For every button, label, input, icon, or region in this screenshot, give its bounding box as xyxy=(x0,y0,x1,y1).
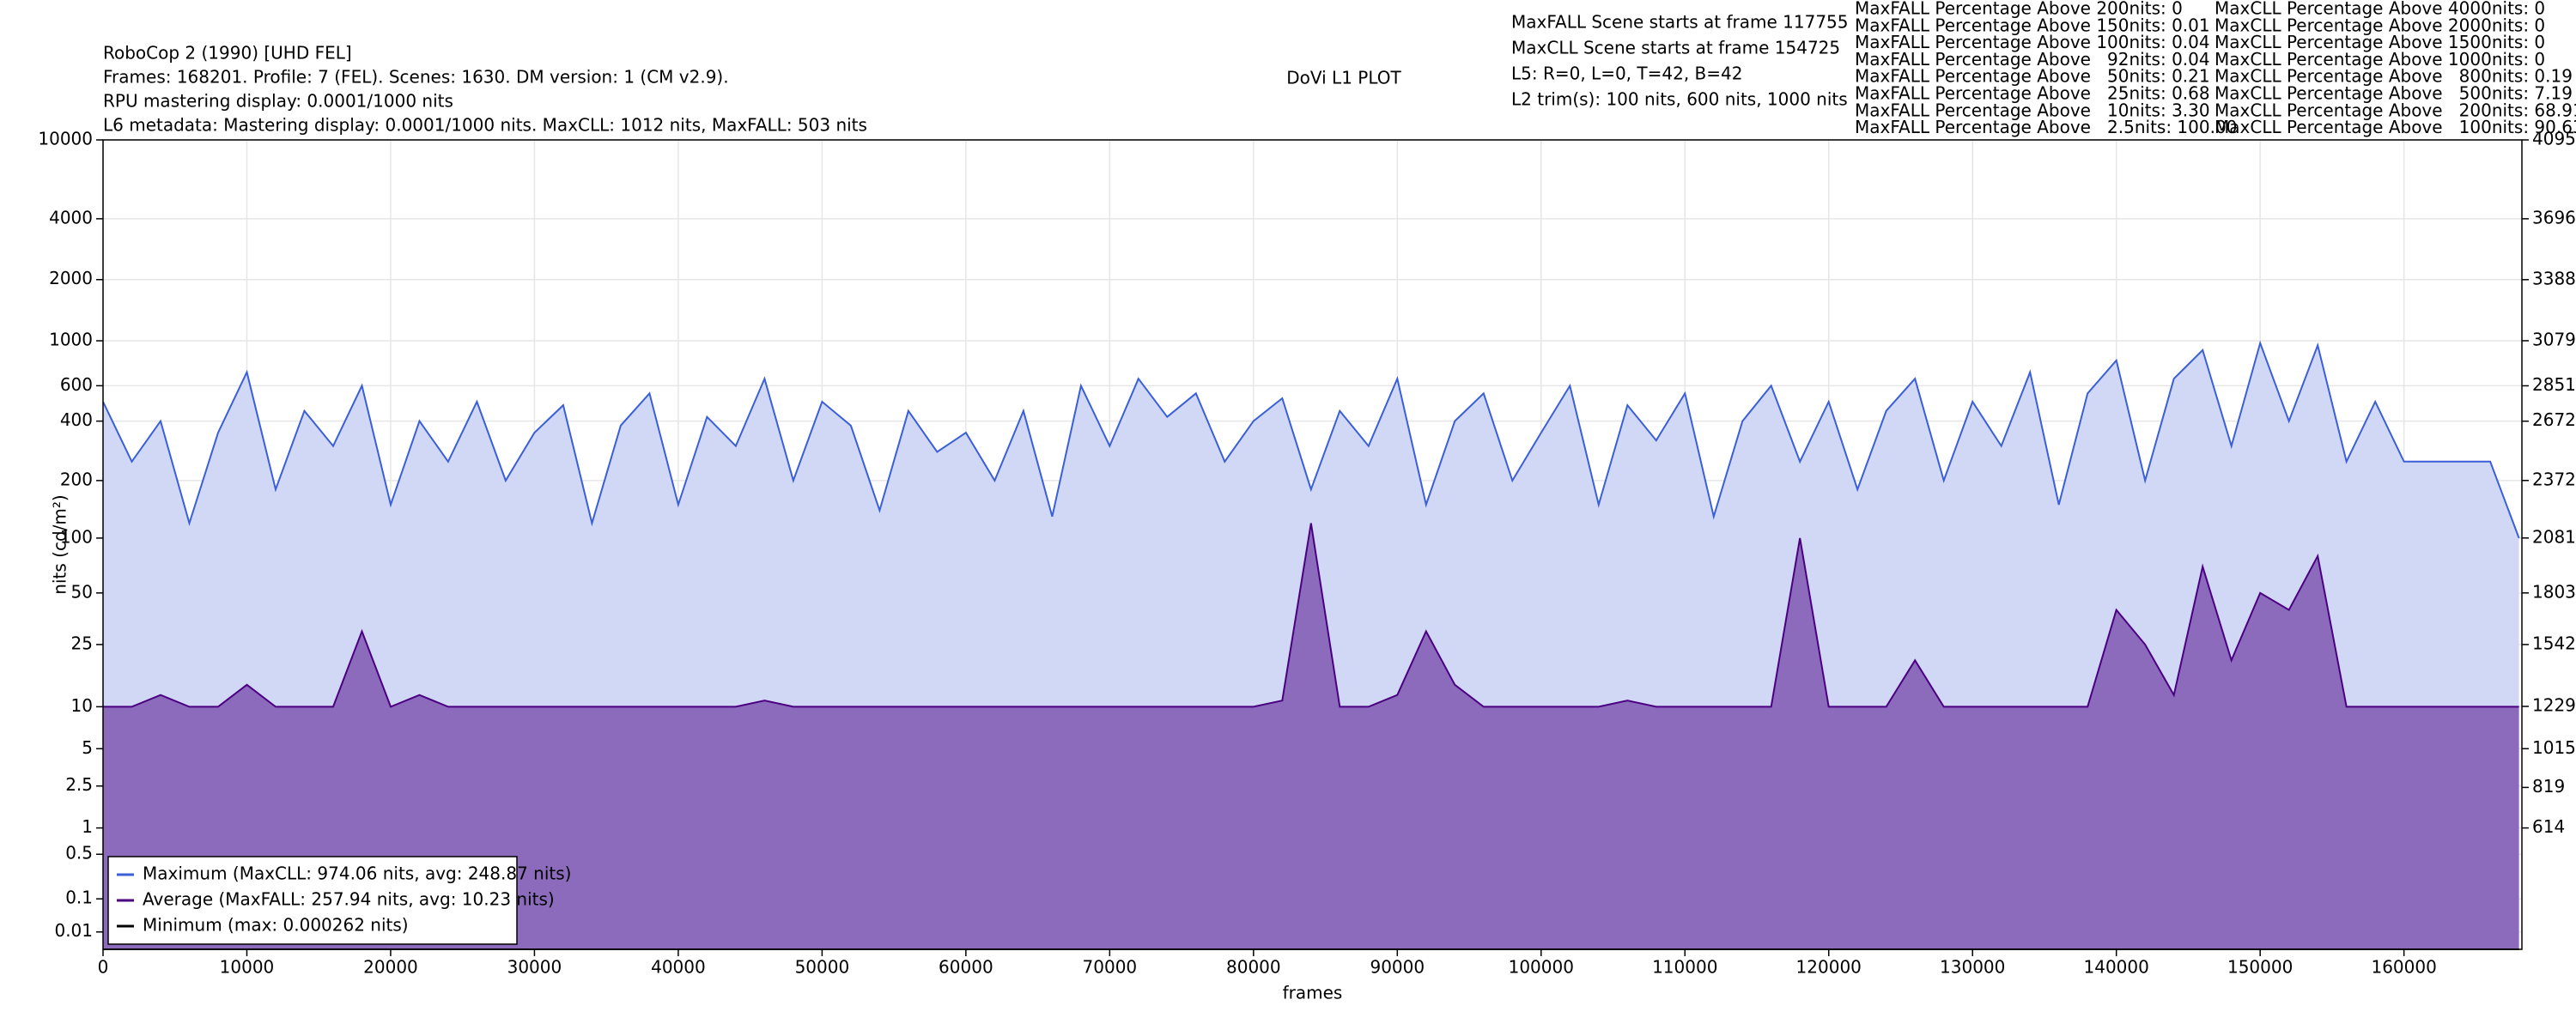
y-tick-label: 0.5 xyxy=(65,843,93,863)
y2-tick-label: 3388 xyxy=(2532,268,2576,288)
info-text: MaxCLL Scene starts at frame 154725 xyxy=(1511,38,1840,58)
y-tick-label: 200 xyxy=(60,469,93,489)
y2-tick-label: 2081 xyxy=(2532,526,2576,547)
y-tick-label: 25 xyxy=(71,633,93,653)
legend-label: Maximum (MaxCLL: 974.06 nits, avg: 248.8… xyxy=(143,863,571,884)
x-tick-label: 10000 xyxy=(220,957,275,978)
stat-text: MaxCLL Percentage Above 2000nits: 0 xyxy=(2215,15,2545,35)
x-tick-label: 90000 xyxy=(1370,957,1425,978)
x-tick-label: 60000 xyxy=(939,957,993,978)
x-tick-label: 140000 xyxy=(2084,957,2149,978)
y-tick-label: 0.1 xyxy=(65,888,93,908)
legend-box xyxy=(107,856,518,945)
plot-frame xyxy=(102,139,2523,950)
x-tick-label: 80000 xyxy=(1226,957,1281,978)
y-tick-label: 50 xyxy=(71,581,93,602)
y2-tick-label: 1229 xyxy=(2532,694,2576,715)
stat-text: MaxCLL Percentage Above 100nits: 90.63 xyxy=(2215,117,2576,137)
y-tick-label: 5 xyxy=(82,737,93,758)
y-axis-label: nits (cd/m²) xyxy=(50,494,70,594)
x-tick-label: 110000 xyxy=(1652,957,1717,978)
y2-tick-label: 2672 xyxy=(2532,409,2576,430)
y-tick-label: 10 xyxy=(71,695,93,716)
stat-text: MaxFALL Percentage Above 10nits: 3.30 xyxy=(1855,100,2210,120)
stat-text: MaxCLL Percentage Above 800nits: 0.19 xyxy=(2215,66,2573,87)
y-tick-label: 1000 xyxy=(49,330,93,350)
line xyxy=(103,523,2519,708)
stat-text: MaxCLL Percentage Above 200nits: 68.91 xyxy=(2215,100,2576,120)
y2-tick-label: 3079 xyxy=(2532,329,2576,349)
stat-text: MaxFALL Percentage Above 100nits: 0.04 xyxy=(1855,32,2210,52)
x-tick-label: 150000 xyxy=(2227,957,2293,978)
chart-title: DoVi L1 PLOT xyxy=(1286,68,1401,88)
y-tick-label: 1 xyxy=(82,816,93,837)
y2-tick-label: 614 xyxy=(2532,816,2565,837)
stat-text: MaxFALL Percentage Above 92nits: 0.04 xyxy=(1855,49,2210,70)
y-tick-label: 600 xyxy=(60,374,93,395)
stat-text: MaxFALL Percentage Above 200nits: 0 xyxy=(1855,0,2183,19)
legend-label: Minimum (max: 0.000262 nits) xyxy=(143,915,409,936)
stat-text: MaxFALL Percentage Above 2.5nits: 100.00 xyxy=(1855,117,2237,137)
x-tick-label: 20000 xyxy=(363,957,418,978)
info-text: RoboCop 2 (1990) [UHD FEL] xyxy=(103,43,352,64)
y2-tick-label: 1803 xyxy=(2532,581,2576,602)
y2-tick-label: 4095 xyxy=(2532,129,2576,149)
stat-text: MaxCLL Percentage Above 1000nits: 0 xyxy=(2215,49,2545,70)
stat-text: MaxCLL Percentage Above 4000nits: 0 xyxy=(2215,0,2545,19)
info-text: L5: R=0, L=0, T=42, B=42 xyxy=(1511,64,1742,84)
x-tick-label: 130000 xyxy=(1940,957,2005,978)
y-tick-label: 100 xyxy=(60,526,93,547)
x-axis-label: frames xyxy=(1283,983,1343,1003)
stat-text: MaxFALL Percentage Above 150nits: 0.01 xyxy=(1855,15,2210,35)
info-text: RPU mastering display: 0.0001/1000 nits xyxy=(103,91,453,112)
area xyxy=(103,523,2519,949)
x-tick-label: 100000 xyxy=(1509,957,1574,978)
stat-text: MaxFALL Percentage Above 50nits: 0.21 xyxy=(1855,66,2210,87)
info-text: L6 metadata: Mastering display: 0.0001/1… xyxy=(103,115,867,136)
y-tick-label: 10000 xyxy=(38,129,93,149)
legend-label: Average (MaxFALL: 257.94 nits, avg: 10.2… xyxy=(143,889,555,910)
stat-text: MaxFALL Percentage Above 25nits: 0.68 xyxy=(1855,83,2210,104)
info-text: MaxFALL Scene starts at frame 117755 xyxy=(1511,12,1849,33)
legend: Maximum (MaxCLL: 974.06 nits, avg: 248.8… xyxy=(107,856,571,945)
x-tick-label: 70000 xyxy=(1083,957,1138,978)
x-tick-label: 30000 xyxy=(507,957,562,978)
stat-text: MaxCLL Percentage Above 500nits: 7.19 xyxy=(2215,83,2573,104)
line xyxy=(102,340,2520,539)
y2-tick-label: 2851 xyxy=(2532,374,2576,395)
y2-tick-label: 1542 xyxy=(2532,633,2576,653)
x-tick-label: 120000 xyxy=(1796,957,1862,978)
x-tick-label: 160000 xyxy=(2371,957,2436,978)
y-tick-label: 2.5 xyxy=(65,774,93,795)
info-text: L2 trim(s): 100 nits, 600 nits, 1000 nit… xyxy=(1511,89,1848,110)
x-tick-label: 40000 xyxy=(651,957,706,978)
y-tick-label: 4000 xyxy=(49,207,93,227)
x-tick-label: 50000 xyxy=(795,957,850,978)
y2-tick-label: 3696 xyxy=(2532,207,2576,227)
x-tick-label: 0 xyxy=(98,957,109,978)
y-tick-label: 0.01 xyxy=(54,920,93,941)
y2-tick-label: 819 xyxy=(2532,776,2565,797)
stat-text: MaxCLL Percentage Above 1500nits: 0 xyxy=(2215,32,2545,52)
y2-tick-label: 2372 xyxy=(2532,469,2576,489)
info-text: Frames: 168201. Profile: 7 (FEL). Scenes… xyxy=(103,67,729,88)
y-tick-label: 400 xyxy=(60,409,93,430)
y-tick-label: 2000 xyxy=(49,268,93,288)
y2-tick-label: 1015 xyxy=(2532,737,2576,758)
